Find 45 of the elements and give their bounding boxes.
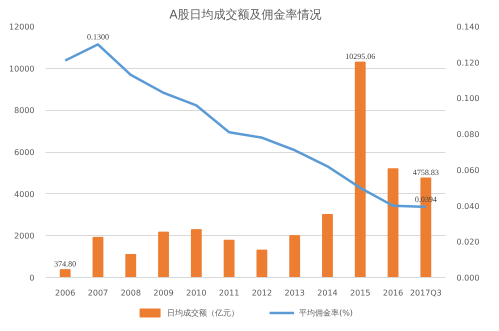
data-label: 0.1300 [86, 32, 109, 42]
x-tick-label: 2011 [218, 288, 240, 298]
data-label: 374.80 [54, 260, 76, 269]
legend-label: 平均佣金率(%) [299, 307, 353, 318]
x-tick-label: 2007 [88, 288, 108, 298]
x-tick-label: 2016 [382, 288, 404, 298]
x-tick-label: 2015 [350, 288, 370, 298]
y-tick-label: 0 [29, 274, 35, 282]
bar [92, 236, 104, 278]
data-label: 10295.06 [345, 52, 376, 62]
bar [388, 168, 398, 278]
bar [125, 254, 136, 278]
bar [322, 214, 333, 278]
legend-label: 日均成交额（亿元） [167, 307, 240, 318]
x-tick-label: 2010 [186, 288, 206, 298]
x-tick-label: 2017Q3 [410, 288, 442, 298]
y-tick-label: 4000 [14, 190, 34, 199]
bar [190, 229, 202, 278]
data-label: 4758.83 [412, 168, 439, 177]
x-tick-label: 2014 [317, 288, 338, 298]
y2-tick-label: 0.020 [456, 238, 480, 247]
bar [289, 235, 300, 278]
bar [158, 232, 169, 278]
y2-tick-label: 0.120 [456, 58, 480, 68]
x-tick-label: 2012 [252, 288, 272, 298]
bar [224, 240, 235, 278]
bar [60, 269, 71, 278]
y-tick-label: 12000 [9, 22, 35, 32]
x-tick-label: 2009 [153, 288, 174, 298]
y2-tick-label: 0.040 [456, 202, 480, 211]
y2-tick-label: 0.100 [456, 94, 480, 104]
x-tick-label: 2013 [284, 288, 305, 298]
y2-tick-label: 0.060 [456, 166, 480, 175]
y-tick-label: 2000 [14, 232, 34, 241]
y2-tick-label: 0.000 [456, 274, 480, 282]
y-tick-label: 6000 [14, 148, 34, 157]
x-tick-label: 2008 [120, 288, 141, 298]
chart-title: A股日均成交额及佣金率情况 [169, 8, 322, 22]
x-tick-label: 2006 [54, 288, 76, 298]
bar [256, 250, 268, 278]
y-tick-label: 10000 [9, 64, 35, 74]
y2-tick-label: 0.080 [456, 130, 480, 140]
y-tick-label: 8000 [14, 106, 34, 116]
bar [354, 62, 366, 278]
y2-tick-label: 0.140 [456, 22, 480, 32]
